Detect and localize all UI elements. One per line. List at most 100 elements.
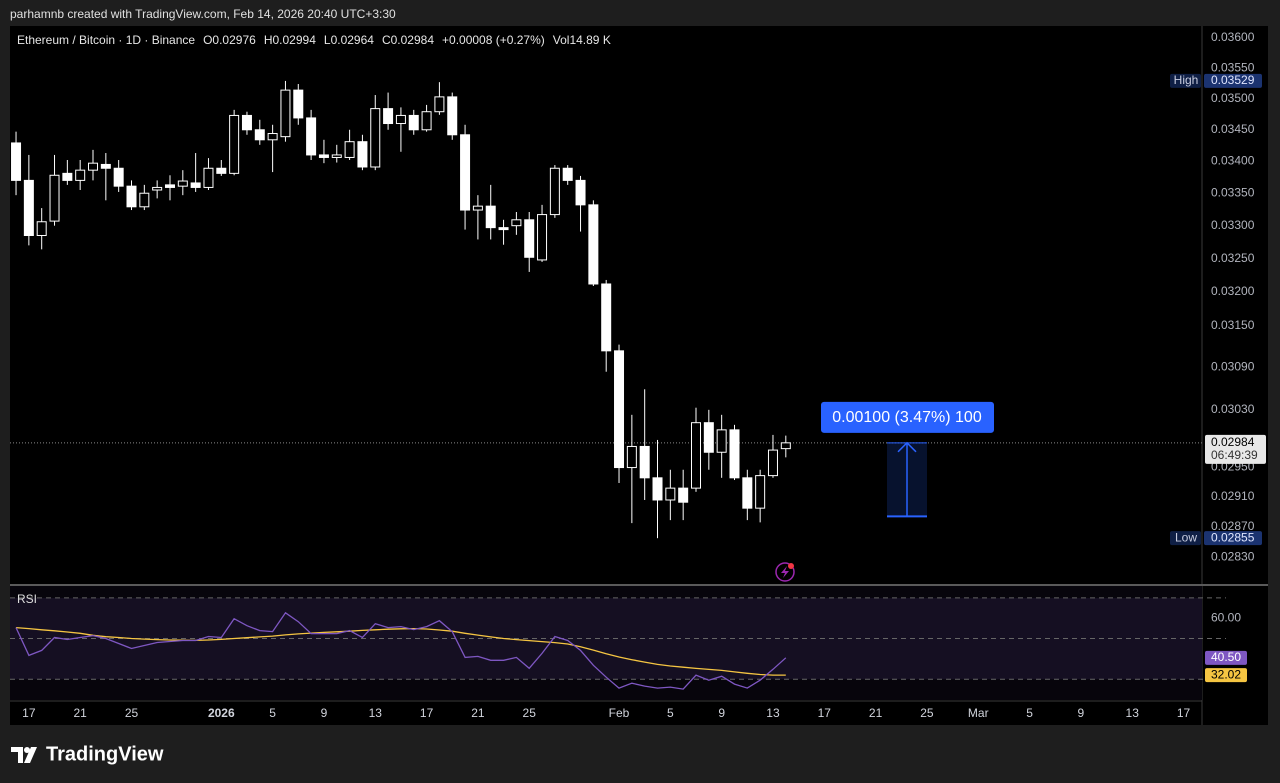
candle-body [614,350,625,469]
candle-body [49,174,60,222]
x-tick-label: 9 [321,706,328,720]
y-tick-label: 0.03600 [1211,30,1255,44]
candle-body [88,162,99,171]
candle-body [203,167,214,188]
y-tick-label: 0.03500 [1211,91,1255,105]
x-tick-label: 2026 [208,706,235,720]
candle-body [331,154,342,158]
rsi-line-tag [1205,650,1247,665]
rsi-line-value: 40.50 [1211,650,1241,664]
candle-body [742,477,753,509]
candle-body [434,96,445,113]
candle-body [460,134,471,211]
rsi-title: RSI [17,592,37,606]
rsi-ma-tag [1205,668,1247,683]
x-tick-label: 13 [1126,706,1140,720]
open-value: 0.02976 [212,33,256,47]
candle-body [767,449,778,477]
candle-body [11,142,22,181]
y-tick-label: 0.03450 [1211,122,1255,136]
x-tick-label: Feb [609,706,630,720]
candle-body [280,89,291,138]
x-tick-label: 13 [369,706,383,720]
x-tick-label: 5 [1026,706,1033,720]
x-tick-label: 25 [523,706,537,720]
candle-body [524,219,535,258]
low-value: 0.02855 [1211,530,1255,544]
candle-body [177,180,188,187]
alert-icon[interactable] [775,562,795,582]
high-label-bg [1170,73,1201,88]
header: parhamnb created with TradingView.com, F… [10,7,396,21]
x-tick-label: 25 [920,706,934,720]
symbol: Ethereum / Bitcoin · 1D · Binance [17,33,196,47]
open-label: O [203,33,213,47]
candle-body [100,163,111,169]
candle-body [306,117,317,156]
candle-body [126,185,137,208]
candle-body [75,169,86,181]
candle-body [267,133,278,141]
close-label: C [381,33,391,47]
rsi-ma [15,626,786,676]
x-tick-label: 17 [420,706,434,720]
candle-body [421,111,432,131]
candle-body [216,167,227,174]
volume-label: Vol [552,33,570,47]
high-label: High [1174,73,1199,87]
x-tick-label: 25 [125,706,139,720]
low-value: 0.02964 [330,33,374,47]
rsi-line [15,611,787,690]
high-value: 0.03529 [1211,73,1255,87]
y-tick-label: 0.03350 [1211,185,1255,199]
brand[interactable]: TradingView [46,743,164,765]
candle-body [549,167,560,216]
x-tick-label: 21 [471,706,485,720]
candle-body [716,429,727,453]
y-tick-label: 0.03300 [1211,218,1255,232]
candle-body [344,141,355,158]
x-tick-label: 5 [667,706,674,720]
change: +0.00008 (+0.27%) [442,33,545,47]
y-tick-label: 0.03090 [1211,360,1255,374]
candle-body [511,219,522,227]
high-value: 0.02994 [272,33,316,47]
y-tick-label: 0.02910 [1211,489,1255,503]
x-tick-label: 17 [818,706,832,720]
candle-body [139,192,150,208]
candle-body [190,182,201,188]
measure-label-bg [821,401,994,433]
candle-body [690,422,701,489]
last-price: 0.02984 [1211,435,1255,449]
y-tick-label: 0.03250 [1211,251,1255,265]
y-tick-label: 0.03030 [1211,402,1255,416]
candle-body [23,179,34,237]
x-tick-label: 21 [869,706,883,720]
candle-body [447,96,458,136]
y-tick-label: 0.02830 [1211,549,1255,563]
candle-body [370,108,381,168]
low-label-bg [1170,531,1201,546]
candle-body [241,114,252,131]
candle-body [152,186,163,191]
y-tick-label: 0.03200 [1211,284,1255,298]
candle-body [588,204,599,285]
measure-arrowhead [897,441,917,453]
rsi-ma-value: 32.02 [1211,667,1241,681]
high-value-bg [1204,73,1262,88]
low-value-bg [1204,531,1262,546]
candle-body [395,114,406,125]
x-tick-label: 13 [766,706,780,720]
candle-body [357,141,368,168]
close-value: 0.02984 [390,33,435,47]
low-label: Low [1175,530,1197,544]
x-tick-label: Mar [968,706,989,720]
candle-body [254,129,265,141]
candle-body [755,475,766,509]
y-tick-label: 0.03150 [1211,318,1255,332]
candle-body [678,487,689,503]
brand-logo[interactable] [11,747,37,763]
volume: 14.89 K [569,33,611,47]
